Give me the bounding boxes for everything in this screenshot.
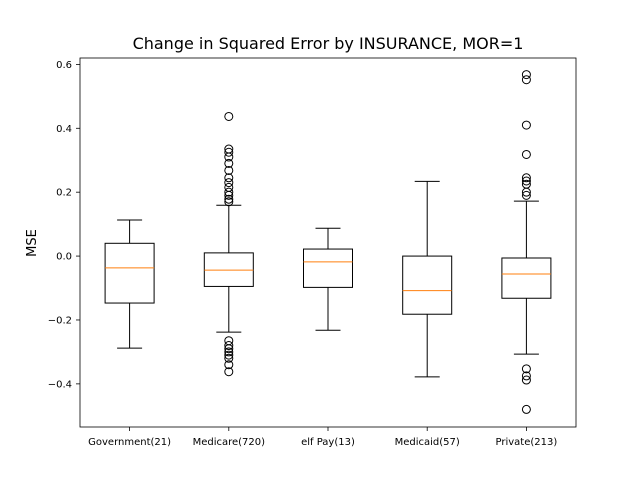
- box-iqr: [303, 248, 353, 288]
- outlier-point: [521, 75, 531, 85]
- x-tick-label: Government(21): [88, 437, 171, 448]
- outlier-point: [224, 344, 234, 354]
- box-iqr: [104, 242, 155, 304]
- outlier-point: [224, 194, 234, 204]
- outlier-point: [224, 158, 234, 168]
- outlier-point: [521, 70, 531, 80]
- plot-area: Government(21) Medicare(720) elf Pay(13) Me…: [48, 57, 577, 448]
- outlier-point: [224, 197, 234, 207]
- chart-title: Change in Squared Error by INSURANCE, MO…: [133, 34, 524, 53]
- box-iqr: [501, 257, 552, 299]
- outlier-point: [224, 190, 234, 200]
- outlier-point: [224, 178, 234, 188]
- outlier-point: [521, 364, 531, 374]
- y-tick-label: −0.4: [48, 379, 72, 390]
- x-tick-label: Private(213): [496, 437, 558, 448]
- y-tick-label: −0.2: [48, 315, 72, 326]
- outlier-point: [521, 173, 531, 183]
- outlier-point: [224, 360, 234, 370]
- outlier-point: [224, 165, 234, 175]
- y-tick-label: 0.2: [56, 188, 72, 199]
- axes-frame: [79, 57, 577, 428]
- x-tick-label: Medicaid(57): [395, 437, 460, 448]
- outlier-point: [224, 353, 234, 363]
- y-tick-label: 0.6: [56, 60, 72, 71]
- y-axis-label: MSE: [25, 229, 40, 257]
- outlier-point: [521, 371, 531, 381]
- y-tick-label: 0.4: [56, 124, 72, 135]
- outlier-point: [224, 173, 234, 183]
- outlier-point: [224, 350, 234, 360]
- outlier-point: [224, 347, 234, 357]
- outlier-point: [224, 367, 234, 377]
- outlier-point: [521, 404, 531, 414]
- outlier-point: [521, 187, 531, 197]
- y-tick-label: 0.0: [56, 252, 72, 263]
- outlier-point: [224, 111, 234, 121]
- box-iqr: [402, 255, 453, 315]
- outlier-point: [224, 187, 234, 197]
- outlier-point: [521, 120, 531, 130]
- outlier-point: [521, 375, 531, 385]
- outlier-point: [224, 341, 234, 351]
- x-tick-label: elf Pay(13): [301, 437, 355, 448]
- outlier-point: [224, 147, 234, 157]
- x-tick-label: Medicare(720): [193, 437, 266, 448]
- outlier-point: [521, 149, 531, 159]
- outlier-point: [521, 176, 531, 186]
- outlier-point: [224, 152, 234, 162]
- outlier-point: [521, 190, 531, 200]
